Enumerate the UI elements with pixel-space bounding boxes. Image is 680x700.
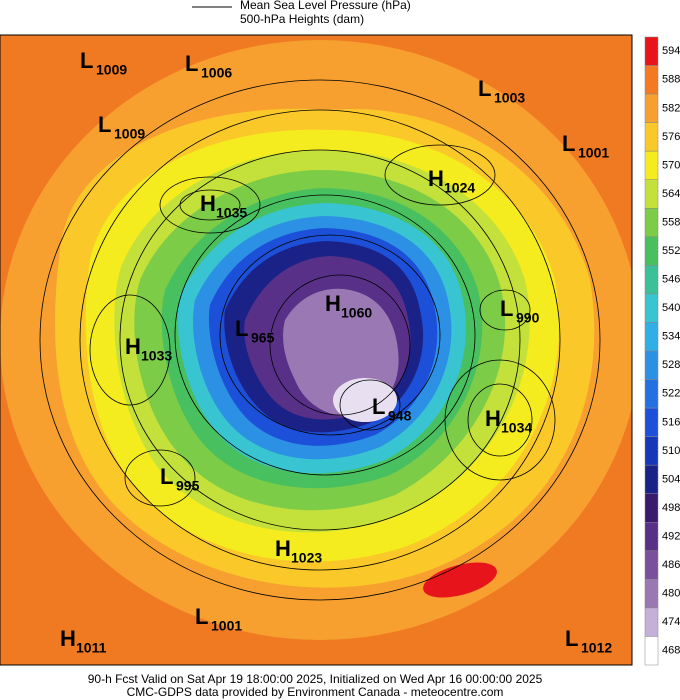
center-letter: L [80, 48, 93, 73]
center-value: 1060 [341, 305, 372, 321]
colorbar-label: 570 [662, 159, 680, 171]
legend-heights: 500-hPa Heights (dam) [240, 12, 364, 26]
colorbar-swatch [644, 493, 659, 523]
center-letter: L [562, 131, 575, 156]
center-letter: L [565, 626, 578, 651]
colorbar-swatch [644, 265, 659, 295]
colorbar-label: 528 [662, 359, 680, 371]
center-value: 1011 [76, 640, 107, 656]
center-letter: L [160, 464, 173, 489]
colorbar-swatch [644, 550, 659, 580]
colorbar-label: 558 [662, 216, 680, 228]
colorbar-swatch [644, 379, 659, 409]
colorbar-label: 582 [662, 102, 680, 114]
colorbar-swatch [644, 522, 659, 552]
colorbar-label: 576 [662, 131, 680, 143]
colorbar-swatch [644, 122, 659, 152]
center-value: 1034 [501, 420, 532, 436]
center-value: 1023 [291, 550, 322, 566]
center-letter: L [372, 394, 385, 419]
center-value: 1001 [211, 618, 242, 634]
center-letter: L [195, 604, 208, 629]
colorbar-label: 492 [662, 530, 680, 542]
center-value: 1035 [216, 205, 247, 221]
center-value: 948 [388, 408, 412, 424]
center-value: 990 [516, 310, 540, 326]
center-letter: L [185, 51, 198, 76]
colorbar-swatch [644, 93, 659, 123]
center-value: 1012 [581, 640, 612, 656]
colorbar-swatch [644, 293, 659, 323]
center-letter: H [428, 166, 444, 191]
colorbar-label: 594 [662, 45, 680, 57]
colorbar-swatch [644, 179, 659, 209]
colorbar-swatch [644, 236, 659, 266]
colorbar-label: 498 [662, 502, 680, 514]
colorbar-swatch [644, 36, 659, 66]
colorbar-label: 516 [662, 416, 680, 428]
colorbar-swatch [644, 150, 659, 180]
colorbar-label: 564 [662, 188, 680, 200]
colorbar-swatch [644, 322, 659, 352]
colorbar-label: 486 [662, 559, 680, 571]
center-value: 995 [176, 478, 200, 494]
center-value: 1003 [494, 90, 525, 106]
colorbar-swatch [644, 407, 659, 437]
center-letter: H [485, 406, 501, 431]
center-value: 1024 [444, 180, 475, 196]
center-value: 1009 [114, 126, 145, 142]
colorbar-swatch [644, 208, 659, 238]
colorbar-swatch [644, 579, 659, 609]
colorbar-swatch [644, 607, 659, 637]
center-letter: L [500, 296, 513, 321]
colorbar-label: 534 [662, 331, 680, 343]
center-letter: H [200, 191, 216, 216]
colorbar-label: 510 [662, 445, 680, 457]
center-value: 1001 [578, 145, 609, 161]
colorbar-label: 504 [662, 473, 680, 485]
colorbar-swatch [644, 464, 659, 494]
center-letter: H [275, 536, 291, 561]
map [0, 34, 633, 666]
colorbar-swatch [644, 65, 659, 95]
colorbar-label: 474 [662, 616, 680, 628]
colorbar-swatch [644, 436, 659, 466]
legend-pressure: Mean Sea Level Pressure (hPa) [240, 0, 411, 12]
center-letter: H [125, 334, 141, 359]
center-letter: H [325, 291, 341, 316]
colorbar: 594 588 582 576 570 564 558 552 546 540 534 528 522 5… [644, 36, 680, 666]
center-letter: L [235, 316, 248, 341]
center-letter: H [60, 626, 76, 651]
center-value: 1009 [96, 62, 127, 78]
center-value: 965 [251, 330, 275, 346]
footer-credit: CMC-GDPS data provided by Environment Ca… [127, 685, 504, 699]
colorbar-label: 522 [662, 388, 680, 400]
colorbar-label: 540 [662, 302, 680, 314]
footer-valid: 90-h Fcst Valid on Sat Apr 19 18:00:00 2… [88, 672, 543, 686]
colorbar-label: 480 [662, 588, 680, 600]
colorbar-label: 588 [662, 74, 680, 86]
colorbar-label: 552 [662, 245, 680, 257]
center-value: 1033 [141, 348, 172, 364]
colorbar-swatch [644, 636, 659, 666]
center-letter: L [478, 76, 491, 101]
colorbar-label: 468 [662, 645, 680, 657]
colorbar-label: 546 [662, 274, 680, 286]
center-letter: L [98, 112, 111, 137]
center-value: 1006 [201, 65, 232, 81]
colorbar-swatch [644, 350, 659, 380]
